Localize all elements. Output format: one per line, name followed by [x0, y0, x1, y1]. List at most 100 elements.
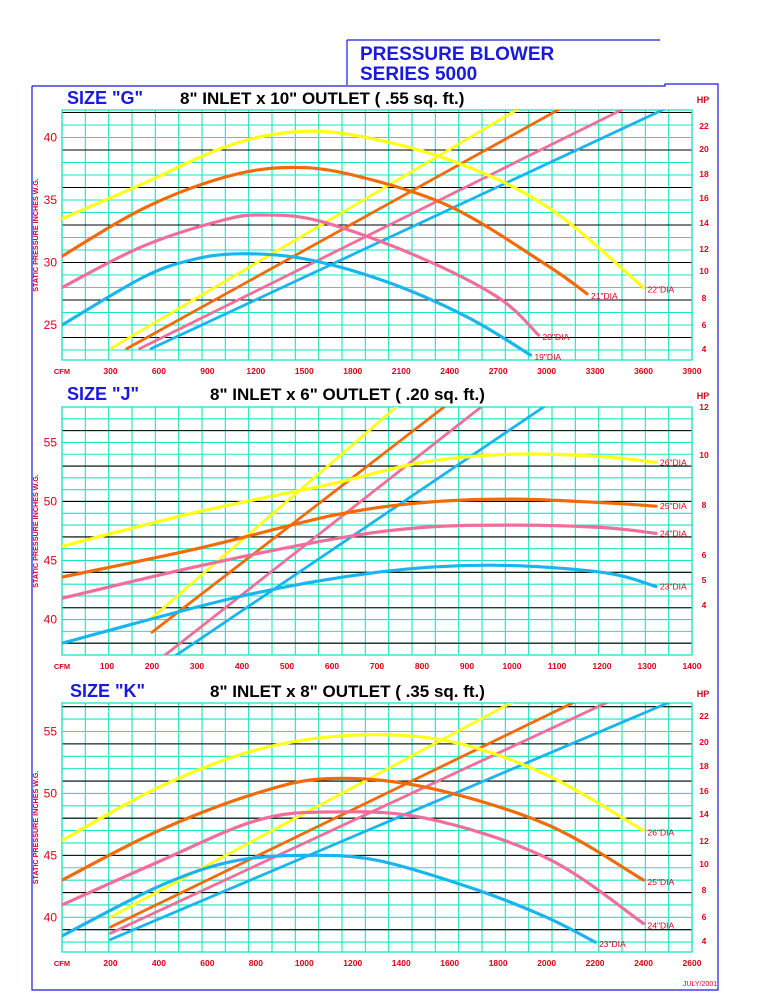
hp-tick-label: 20 — [699, 737, 709, 747]
y-tick-label: 30 — [44, 256, 58, 270]
x-tick-label: 800 — [415, 661, 429, 671]
series-layer — [62, 110, 666, 357]
hp-tick-label: 20 — [699, 144, 709, 154]
chart-title: 8" INLET x 6" OUTLET ( .20 sq. ft.) — [210, 385, 485, 404]
plot-border — [61, 109, 693, 361]
hp-tick-label: 8 — [702, 885, 707, 895]
series-label: 23"DIA — [660, 582, 687, 592]
y-tick-label: 40 — [44, 613, 58, 627]
pressure-curve-pink — [62, 523, 658, 600]
header-title-line2: SERIES 5000 — [360, 64, 477, 85]
chart-panel-1: SIZE "J" 8" INLET x 6" OUTLET ( .20 sq. f… — [31, 384, 710, 671]
hp-tick-label: 22 — [699, 121, 709, 131]
size-label: SIZE "K" — [70, 681, 145, 701]
x-tick-label: 2000 — [537, 958, 556, 968]
x-tick-label: 1200 — [246, 366, 265, 376]
hp-tick-label: 12 — [699, 836, 709, 846]
y-tick-label: 25 — [44, 318, 58, 332]
size-label: SIZE "G" — [67, 88, 143, 108]
hp-axis-label: HP — [697, 391, 710, 401]
hp-line-pink — [138, 110, 625, 351]
chart-title: 8" INLET x 10" OUTLET ( .55 sq. ft.) — [180, 89, 464, 108]
y-tick-label: 50 — [44, 494, 58, 508]
hp-tick-label: 4 — [702, 936, 707, 946]
pressure-curve-yellow — [62, 733, 646, 843]
x-tick-label: 2700 — [489, 366, 508, 376]
x-tick-label: 3000 — [537, 366, 556, 376]
x-tick-label: 900 — [460, 661, 474, 671]
series-label: 26"DIA — [648, 828, 675, 838]
pressure-curve-blue — [62, 853, 597, 944]
x-tick-label: 1600 — [440, 958, 459, 968]
x-tick-label: 300 — [103, 366, 117, 376]
x-tick-label: 300 — [190, 661, 204, 671]
x-tick-label: 200 — [145, 661, 159, 671]
x-tick-label: 3900 — [683, 366, 702, 376]
series-label: 25"DIA — [648, 877, 675, 887]
hp-tick-label: 4 — [702, 600, 707, 610]
pressure-curve-orange — [62, 497, 658, 579]
y-tick-label: 55 — [44, 435, 58, 449]
x-tick-label: 900 — [200, 366, 214, 376]
series-label: 19"DIA — [534, 352, 561, 362]
hp-tick-label: 16 — [699, 193, 709, 203]
hp-tick-label: 12 — [699, 244, 709, 254]
series-layer — [62, 407, 658, 655]
pressure-curve-orange — [62, 776, 646, 882]
major-grid — [62, 111, 692, 339]
y-axis-label: STATIC PRESSURE INCHES W.G. — [31, 178, 40, 292]
y-tick-label: 45 — [44, 848, 58, 862]
x-tick-label: 1400 — [392, 958, 411, 968]
x-tick-label: 1300 — [638, 661, 657, 671]
hp-line-yellow — [109, 703, 514, 919]
x-tick-label: 1200 — [343, 958, 362, 968]
x-tick-label: 700 — [370, 661, 384, 671]
x-tick-label: 600 — [325, 661, 339, 671]
date-stamp: JULY/2001 — [683, 981, 717, 988]
x-axis-label: CFM — [54, 367, 70, 376]
x-tick-label: 600 — [200, 958, 214, 968]
hp-tick-label: 10 — [699, 450, 709, 460]
x-tick-label: 1500 — [295, 366, 314, 376]
hp-tick-label: 8 — [702, 293, 707, 303]
pressure-curve-yellow — [62, 452, 658, 548]
y-axis-label: STATIC PRESSURE INCHES W.G. — [31, 771, 40, 885]
major-grid — [62, 706, 692, 931]
x-tick-label: 800 — [249, 958, 263, 968]
hp-tick-label: 6 — [702, 320, 707, 330]
x-tick-label: 1100 — [548, 661, 567, 671]
y-tick-label: 55 — [44, 724, 58, 738]
x-tick-label: 1000 — [503, 661, 522, 671]
hp-tick-label: 18 — [699, 761, 709, 771]
hp-line-blue — [109, 703, 672, 941]
hp-line-blue — [173, 407, 547, 655]
pressure-curve-pink — [62, 213, 541, 337]
hp-tick-label: 18 — [699, 169, 709, 179]
x-tick-label: 2100 — [392, 366, 411, 376]
x-tick-label: 500 — [280, 661, 294, 671]
hp-line-orange — [150, 407, 447, 634]
hp-tick-label: 8 — [702, 500, 707, 510]
x-axis-label: CFM — [54, 662, 70, 671]
hp-line-orange — [125, 110, 561, 351]
hp-line-blue — [149, 110, 666, 351]
chart-panel-0: SIZE "G" 8" INLET x 10" OUTLET ( .55 sq. … — [31, 88, 709, 376]
series-label: 26"DIA — [660, 458, 687, 468]
y-tick-label: 40 — [44, 910, 58, 924]
chart-panel-2: SIZE "K" 8" INLET x 8" OUTLET ( .35 sq. f… — [31, 681, 709, 968]
x-tick-label: 400 — [235, 661, 249, 671]
series-layer — [62, 703, 672, 944]
hp-tick-label: 14 — [699, 218, 709, 228]
series-label: 23"DIA — [599, 939, 626, 949]
hp-axis-label: HP — [697, 95, 710, 105]
hp-tick-label: 4 — [702, 344, 707, 354]
x-tick-label: 1800 — [343, 366, 362, 376]
hp-tick-label: 6 — [702, 912, 707, 922]
pressure-curve-blue — [62, 563, 658, 645]
pressure-curve-orange — [62, 165, 589, 296]
series-label: 22"DIA — [648, 285, 675, 295]
series-label: 21"DIA — [591, 291, 618, 301]
x-axis-label: CFM — [54, 959, 70, 968]
series-label: 25"DIA — [660, 501, 687, 511]
pressure-curve-yellow — [62, 129, 646, 290]
